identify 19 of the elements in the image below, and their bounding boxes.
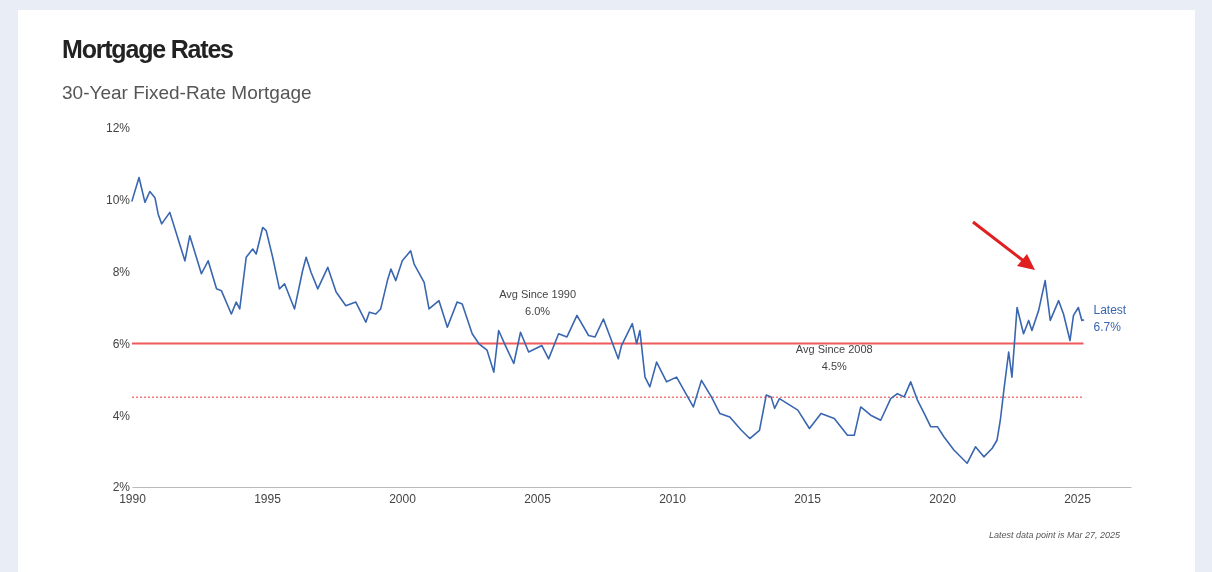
- x-tick-label: 2025: [1064, 491, 1092, 506]
- line-series: [131, 176, 1085, 465]
- annotation: Latest 6.7%: [1093, 303, 1127, 335]
- x-tick-label: 2010: [659, 491, 687, 506]
- y-tick-label: 10%: [105, 193, 131, 208]
- y-tick-label: 8%: [112, 264, 131, 279]
- y-tick-label: 4%: [112, 408, 131, 423]
- ref-line-label: Avg Since 2008 4.5%: [795, 343, 873, 373]
- x-tick-label: 2005: [524, 491, 552, 506]
- chart-subtitle: 30-Year Fixed-Rate Mortgage: [62, 82, 312, 103]
- x-tick-label: 1995: [254, 491, 282, 506]
- x-tick-label: 2015: [794, 491, 822, 506]
- x-tick-label: 2020: [929, 491, 957, 506]
- y-tick-label: 6%: [112, 336, 131, 351]
- text: Latest data point is Mar 27, 2025: [988, 530, 1121, 540]
- chart-title: Mortgage Rates: [62, 35, 234, 63]
- y-tick-label: 12%: [105, 121, 131, 136]
- x-tick-label: 2000: [389, 491, 417, 506]
- ref-line-label: Avg Since 1990 6.0%: [499, 288, 577, 318]
